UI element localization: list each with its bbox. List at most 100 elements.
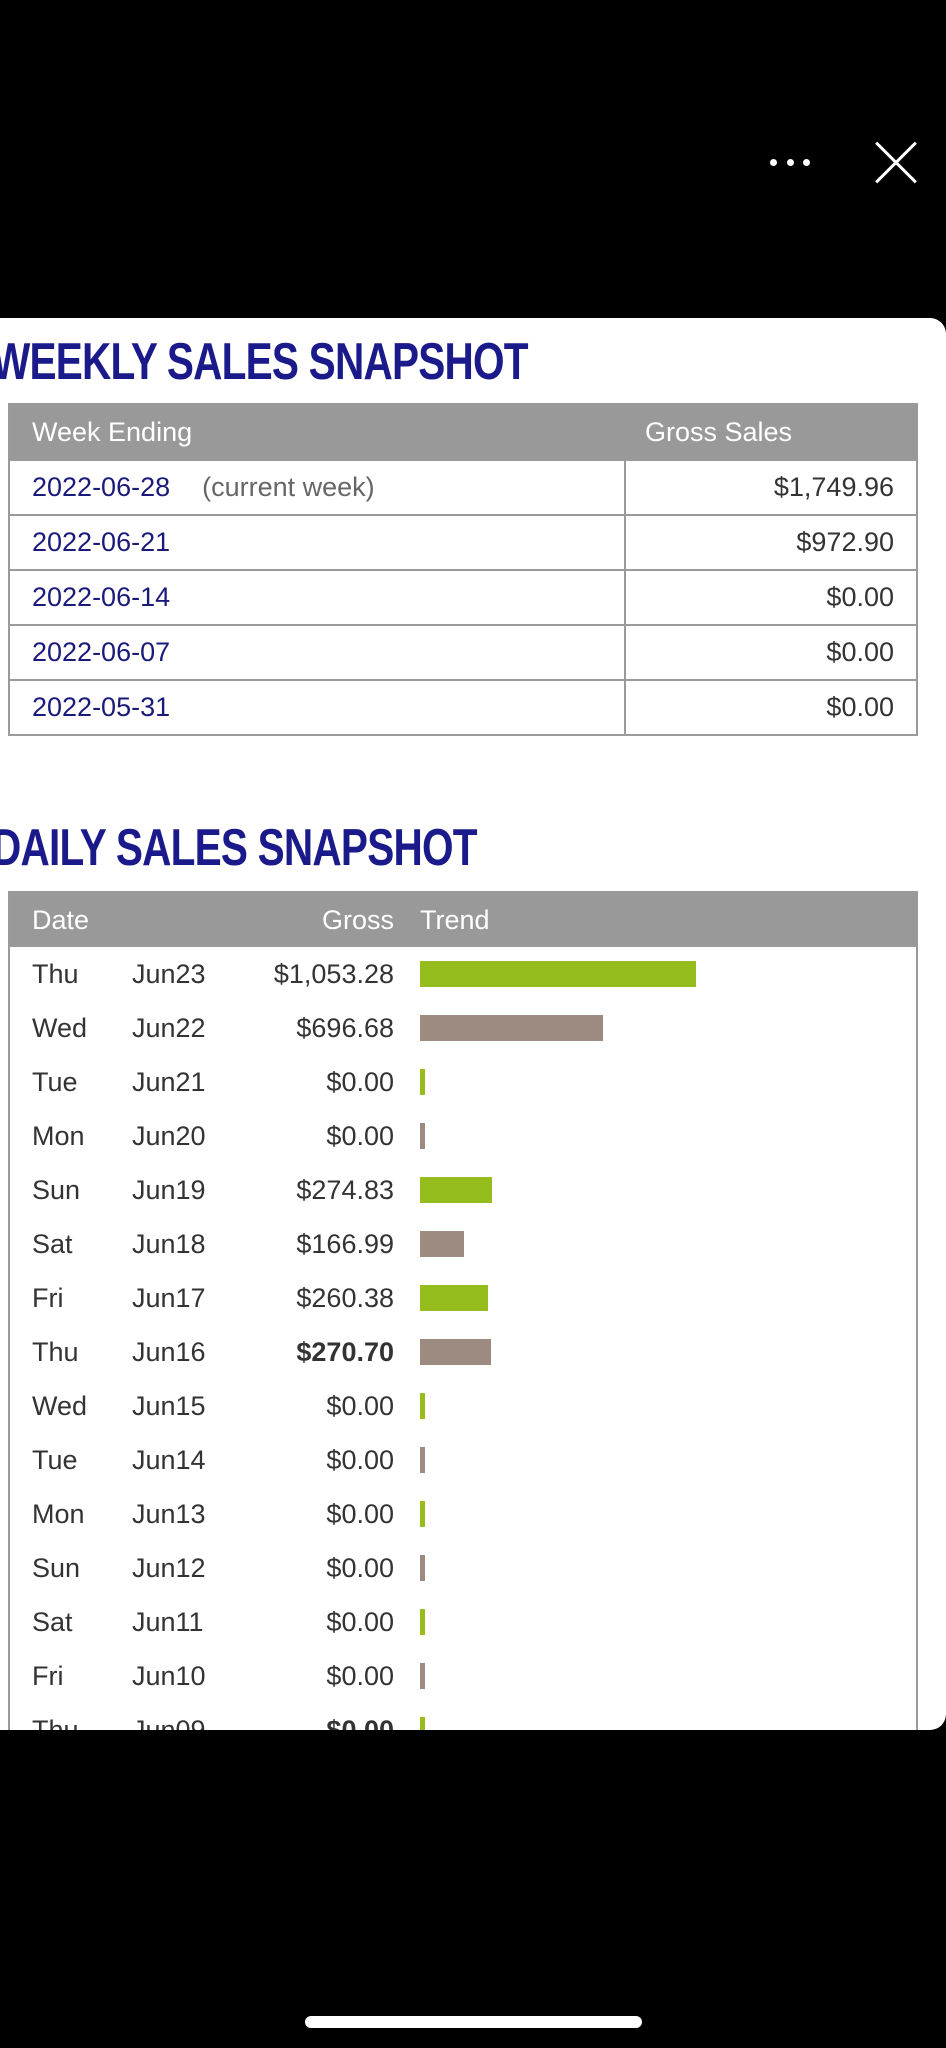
day-date: Jun23	[132, 958, 206, 989]
day-date: Jun16	[132, 1336, 206, 1367]
content-card: WEEKLY SALES SNAPSHOT Week Ending Gross …	[0, 318, 946, 1730]
trend-bar	[420, 1123, 425, 1149]
gross-sales-header: Gross Sales	[625, 404, 917, 460]
day-of-week: Mon	[32, 1498, 85, 1529]
day-gross-amount: $270.70	[296, 1336, 394, 1367]
weekly-row: 2022-06-21 $972.90	[9, 514, 917, 570]
week-gross-amount: $0.00	[625, 679, 917, 735]
trend-cell	[414, 1325, 917, 1379]
trend-bar	[420, 961, 696, 987]
week-gross-amount: $972.90	[625, 514, 917, 570]
daily-row: Sun Jun19 $274.83	[9, 1163, 917, 1217]
day-gross-amount: $0.00	[326, 1606, 394, 1637]
trend-bar	[420, 1663, 425, 1689]
daily-row: Tue Jun14 $0.00	[9, 1433, 917, 1487]
trend-bar	[420, 1177, 492, 1203]
day-gross-amount: $0.00	[326, 1066, 394, 1097]
week-ending-header: Week Ending	[9, 404, 625, 460]
day-gross-amount: $260.38	[296, 1282, 394, 1313]
daily-row: Sun Jun12 $0.00	[9, 1541, 917, 1595]
day-of-week: Thu	[32, 958, 79, 989]
more-icon[interactable]	[770, 150, 810, 174]
week-date-cell[interactable]: 2022-06-07	[9, 624, 626, 680]
day-gross-amount: $0.00	[326, 1714, 394, 1731]
day-of-week: Sat	[32, 1606, 73, 1637]
trend-bar	[420, 1231, 464, 1257]
week-date[interactable]: 2022-06-21	[32, 527, 171, 557]
trend-cell	[414, 1541, 917, 1595]
daily-row: Thu Jun09 $0.00	[9, 1703, 917, 1730]
trend-cell	[414, 1001, 917, 1055]
daily-row: Mon Jun20 $0.00	[9, 1109, 917, 1163]
daily-row: Tue Jun21 $0.00	[9, 1055, 917, 1109]
trend-header: Trend	[414, 892, 917, 947]
day-of-week: Tue	[32, 1444, 78, 1475]
week-date-cell[interactable]: 2022-06-14	[9, 569, 626, 625]
trend-bar	[420, 1015, 603, 1041]
trend-cell	[414, 1055, 917, 1109]
day-of-week: Sat	[32, 1228, 73, 1259]
trend-cell	[414, 1595, 917, 1649]
trend-cell	[414, 947, 917, 1001]
week-date[interactable]: 2022-05-31	[32, 692, 171, 722]
daily-row: Fri Jun17 $260.38	[9, 1271, 917, 1325]
daily-row: Sat Jun11 $0.00	[9, 1595, 917, 1649]
day-of-week: Tue	[32, 1066, 78, 1097]
weekly-row: 2022-05-31 $0.00	[9, 679, 917, 735]
day-gross-amount: $0.00	[326, 1390, 394, 1421]
day-gross-amount: $696.68	[296, 1012, 394, 1043]
home-indicator[interactable]	[305, 2016, 642, 2028]
day-of-week: Fri	[32, 1660, 64, 1691]
trend-bar	[420, 1285, 488, 1311]
day-of-week: Thu	[32, 1336, 79, 1367]
weekly-row: 2022-06-14 $0.00	[9, 569, 917, 625]
daily-row: Fri Jun10 $0.00	[9, 1649, 917, 1703]
day-gross-amount: $0.00	[326, 1498, 394, 1529]
week-date[interactable]: 2022-06-14	[32, 582, 171, 612]
day-gross-amount: $0.00	[326, 1444, 394, 1475]
day-date: Jun21	[132, 1066, 206, 1097]
trend-cell	[414, 1433, 917, 1487]
day-of-week: Mon	[32, 1120, 85, 1151]
weekly-header-row: Week Ending Gross Sales	[9, 404, 917, 460]
day-gross-amount: $166.99	[296, 1228, 394, 1259]
week-date-cell[interactable]: 2022-06-28 (current week)	[9, 459, 626, 515]
week-date-cell[interactable]: 2022-06-21	[9, 514, 626, 570]
day-date: Jun14	[132, 1444, 206, 1475]
close-icon[interactable]	[873, 140, 919, 186]
weekly-sales-table: Week Ending Gross Sales 2022-06-28 (curre…	[8, 403, 918, 736]
trend-cell	[414, 1109, 917, 1163]
day-date: Jun12	[132, 1552, 206, 1583]
trend-bar	[420, 1555, 425, 1581]
daily-sales-table: Date Gross Trend Thu Jun23 $1,053.28 Wed Jun…	[8, 891, 918, 1730]
day-gross-amount: $1,053.28	[273, 958, 394, 989]
day-date: Jun09	[132, 1714, 206, 1731]
gross-header: Gross	[243, 892, 414, 947]
week-gross-amount: $0.00	[625, 624, 917, 680]
daily-row: Wed Jun22 $696.68	[9, 1001, 917, 1055]
day-date: Jun11	[132, 1606, 204, 1637]
daily-row: Thu Jun23 $1,053.28	[9, 947, 917, 1001]
week-date[interactable]: 2022-06-28	[32, 472, 171, 502]
trend-bar	[420, 1501, 425, 1527]
day-of-week: Wed	[32, 1390, 88, 1421]
week-gross-amount: $1,749.96	[625, 459, 917, 515]
trend-bar	[420, 1447, 425, 1473]
day-of-week: Thu	[32, 1714, 79, 1731]
trend-bar	[420, 1393, 425, 1419]
date-header: Date	[9, 892, 243, 947]
current-week-note: (current week)	[202, 472, 375, 502]
week-date-cell[interactable]: 2022-05-31	[9, 679, 626, 735]
day-of-week: Wed	[32, 1012, 88, 1043]
day-gross-amount: $0.00	[326, 1120, 394, 1151]
day-gross-amount: $274.83	[296, 1174, 394, 1205]
week-gross-amount: $0.00	[625, 569, 917, 625]
daily-row: Sat Jun18 $166.99	[9, 1217, 917, 1271]
trend-bar	[420, 1609, 425, 1635]
week-date[interactable]: 2022-06-07	[32, 637, 171, 667]
weekly-row: 2022-06-28 (current week) $1,749.96	[9, 459, 917, 515]
trend-cell	[414, 1271, 917, 1325]
day-date: Jun22	[132, 1012, 206, 1043]
day-date: Jun13	[132, 1498, 206, 1529]
trend-cell	[414, 1163, 917, 1217]
